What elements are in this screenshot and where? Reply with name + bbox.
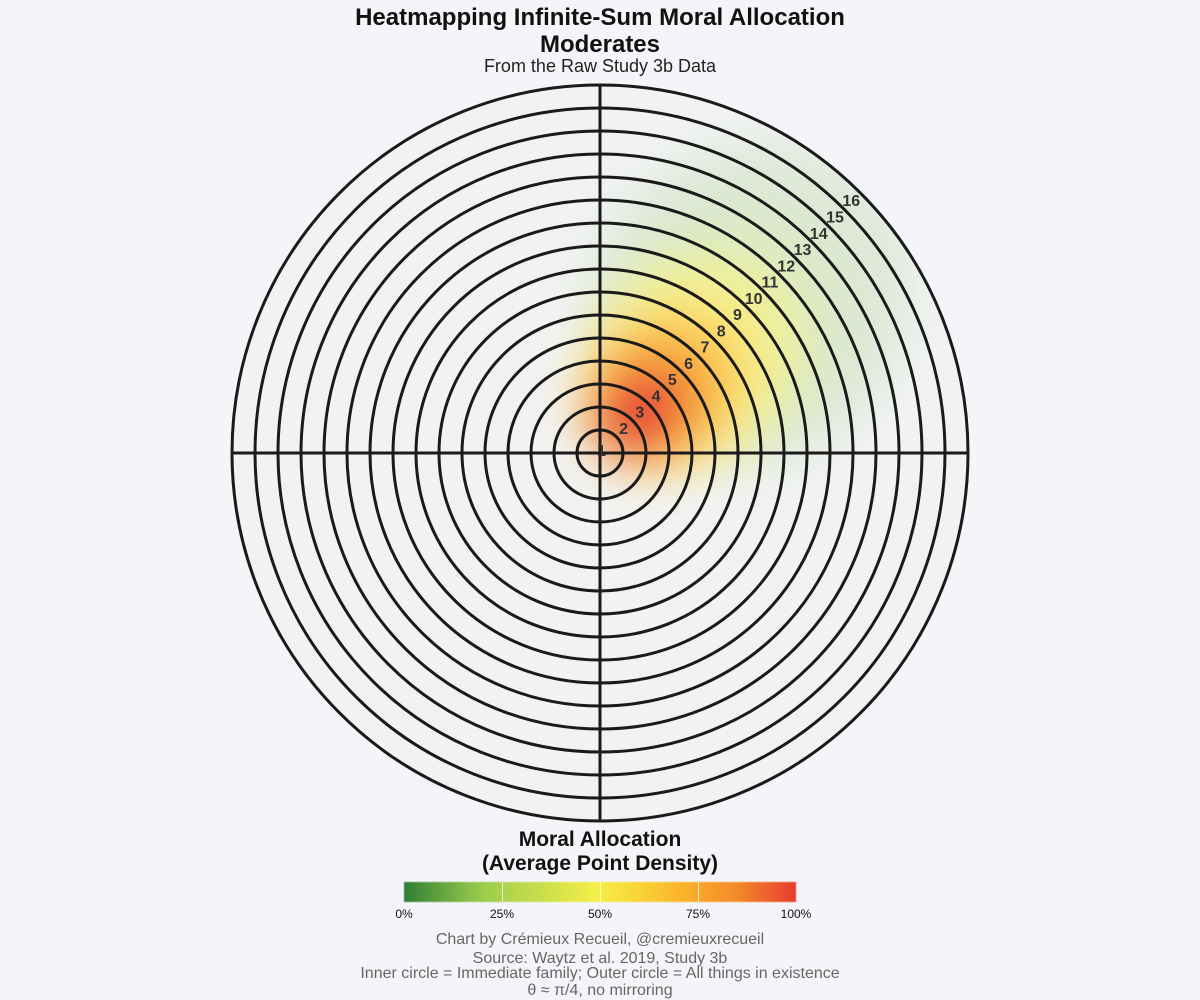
ring-label-1: 1 [597, 443, 606, 460]
ring-label-12: 12 [777, 258, 795, 275]
ring-label-11: 11 [761, 275, 778, 292]
color-scale-tick-mark [600, 882, 601, 902]
ring-label-8: 8 [717, 323, 726, 340]
legend-title-line-1: Moral Allocation [518, 828, 682, 851]
color-scale-tick-mark [502, 882, 503, 902]
ring-label-14: 14 [810, 226, 828, 243]
color-scale-tick-mark [698, 882, 699, 902]
ring-label-3: 3 [635, 405, 644, 422]
color-scale-tick-label: 75% [685, 907, 711, 921]
caption-ring-note: Inner circle = Immediate family; Outer c… [360, 965, 840, 982]
ring-label-9: 9 [733, 307, 742, 324]
color-scale-tick-label: 0% [395, 907, 413, 921]
ring-label-13: 13 [794, 242, 812, 259]
ring-label-6: 6 [684, 356, 693, 373]
chart-title-line-1: Heatmapping Infinite-Sum Moral Allocatio… [355, 4, 845, 31]
ring-label-2: 2 [619, 421, 628, 438]
color-scale-tick-label: 25% [489, 907, 515, 921]
ring-label-4: 4 [652, 388, 661, 405]
ring-grid [230, 83, 970, 823]
color-scale-tick-label: 50% [587, 907, 613, 921]
density-heat-layer [232, 85, 968, 821]
ring-label-16: 16 [842, 193, 860, 210]
caption-angle-note: θ ≈ π/4, no mirroring [527, 982, 673, 999]
caption-source: Source: Waytz et al. 2019, Study 3b [472, 950, 728, 967]
chart-subtitle: From the Raw Study 3b Data [483, 56, 717, 76]
chart-title-line-2: Moderates [539, 31, 661, 58]
color-scale-tick-label: 100% [780, 907, 812, 921]
ring-label-5: 5 [668, 372, 677, 389]
caption-credit: Chart by Crémieux Recueil, @cremieuxrecu… [435, 931, 765, 948]
ring-label-7: 7 [700, 340, 709, 357]
ring-label-15: 15 [826, 209, 844, 226]
legend-title-line-2: (Average Point Density) [481, 852, 719, 875]
ring-label-10: 10 [745, 291, 763, 308]
